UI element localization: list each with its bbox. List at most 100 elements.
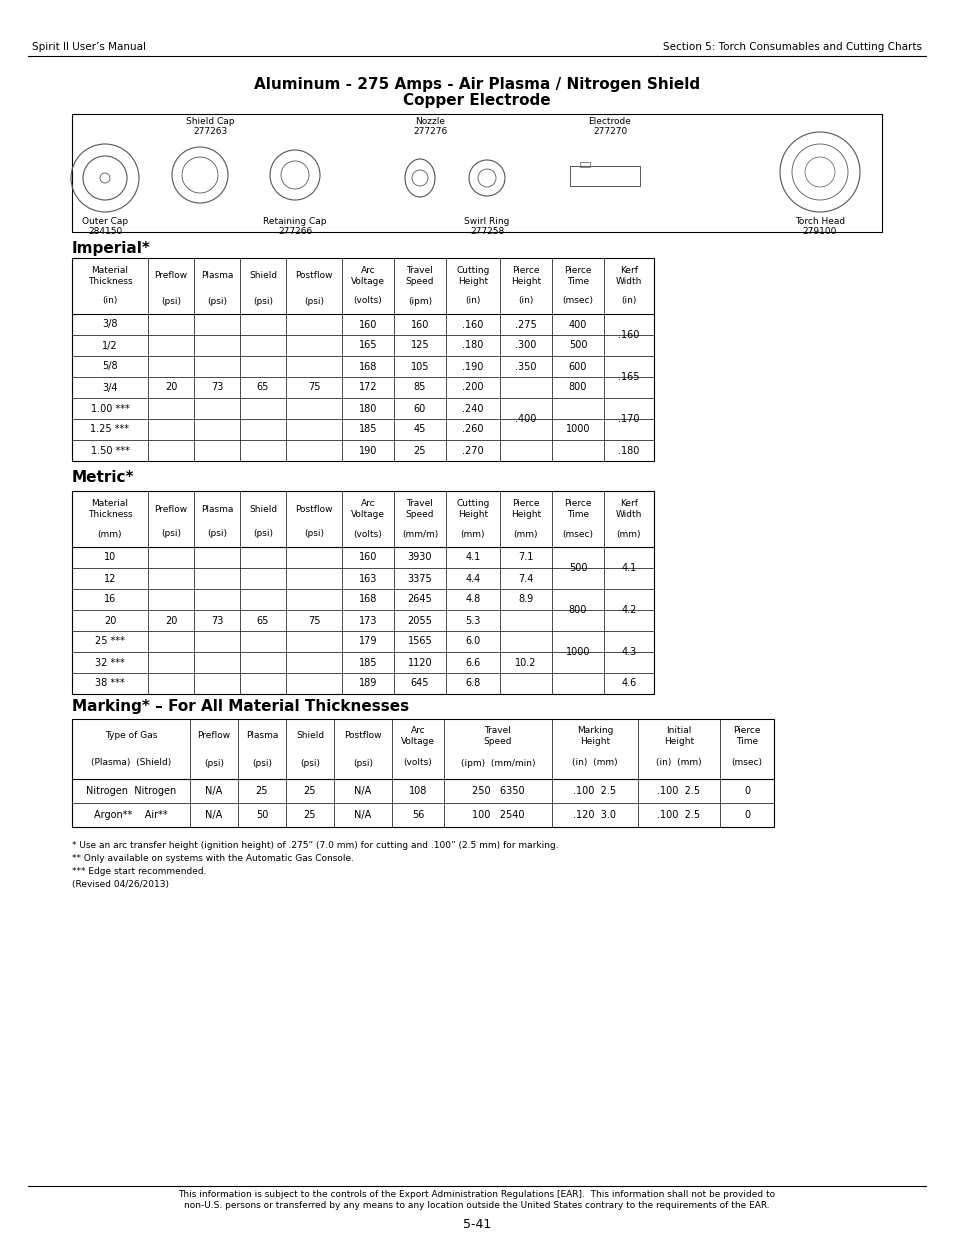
Text: .165: .165 [618, 372, 639, 382]
Text: (psi): (psi) [161, 530, 181, 538]
Text: Shield: Shield [249, 272, 276, 280]
Text: 277266: 277266 [277, 226, 312, 236]
Text: Arc
Voltage: Arc Voltage [400, 726, 435, 746]
Text: Preflow: Preflow [197, 731, 231, 741]
Text: .240: .240 [462, 404, 483, 414]
Text: 25: 25 [303, 785, 315, 797]
Text: (msec): (msec) [562, 530, 593, 538]
Text: 16: 16 [104, 594, 116, 604]
Text: 20: 20 [165, 383, 177, 393]
Text: Pierce
Time: Pierce Time [733, 726, 760, 746]
Text: .120  3.0: .120 3.0 [573, 810, 616, 820]
Text: (psi): (psi) [252, 758, 272, 767]
Text: 56: 56 [412, 810, 424, 820]
Text: Electrode: Electrode [588, 117, 631, 126]
Text: 0: 0 [743, 810, 749, 820]
Text: 173: 173 [358, 615, 376, 625]
Bar [71, 719, 773, 827]
Text: Arc
Voltage: Arc Voltage [351, 499, 385, 519]
Text: Preflow: Preflow [154, 505, 188, 514]
Text: .100  2.5: .100 2.5 [657, 810, 700, 820]
Text: 800: 800 [568, 383, 587, 393]
Text: 400: 400 [568, 320, 587, 330]
Text: .100  2.5: .100 2.5 [657, 785, 700, 797]
Text: (volts): (volts) [403, 758, 432, 767]
Text: 10.2: 10.2 [515, 657, 537, 667]
Text: 65: 65 [256, 383, 269, 393]
Text: 163: 163 [358, 573, 376, 583]
Text: 60: 60 [414, 404, 426, 414]
Text: * Use an arc transfer height (ignition height) of .275” (7.0 mm) for cutting and: * Use an arc transfer height (ignition h… [71, 841, 558, 850]
Text: Shield Cap: Shield Cap [186, 117, 234, 126]
Text: 279100: 279100 [802, 226, 837, 236]
Text: 10: 10 [104, 552, 116, 562]
Text: 168: 168 [358, 594, 376, 604]
Text: .180: .180 [462, 341, 483, 351]
Text: 20: 20 [165, 615, 177, 625]
Text: Kerf
Width: Kerf Width [616, 499, 641, 519]
Text: (in)  (mm): (in) (mm) [656, 758, 701, 767]
Text: .300: .300 [515, 341, 537, 351]
Text: .180: .180 [618, 446, 639, 456]
Text: 1.50 ***: 1.50 *** [91, 446, 130, 456]
Text: .400: .400 [515, 414, 537, 424]
Text: N/A: N/A [205, 810, 222, 820]
Text: 45: 45 [414, 425, 426, 435]
Text: Pierce
Time: Pierce Time [563, 267, 591, 285]
Text: Shield: Shield [295, 731, 324, 741]
Text: 277276: 277276 [413, 126, 447, 136]
Text: Retaining Cap: Retaining Cap [263, 217, 327, 226]
Text: Nitrogen  Nitrogen: Nitrogen Nitrogen [86, 785, 176, 797]
Text: 3/4: 3/4 [102, 383, 117, 393]
Text: (msec): (msec) [731, 758, 761, 767]
Text: (psi): (psi) [353, 758, 373, 767]
Text: 3/8: 3/8 [102, 320, 117, 330]
Text: .170: .170 [618, 414, 639, 424]
Text: 5.3: 5.3 [465, 615, 480, 625]
Text: 1000: 1000 [565, 647, 590, 657]
Text: (psi): (psi) [207, 530, 227, 538]
Text: 180: 180 [358, 404, 376, 414]
Text: 3930: 3930 [407, 552, 432, 562]
Text: 5/8: 5/8 [102, 362, 117, 372]
Text: N/A: N/A [354, 810, 372, 820]
Text: 1000: 1000 [565, 425, 590, 435]
Text: (psi): (psi) [253, 296, 273, 305]
Text: 277258: 277258 [470, 226, 503, 236]
Text: Copper Electrode: Copper Electrode [403, 93, 550, 107]
Text: .275: .275 [515, 320, 537, 330]
Text: Kerf
Width: Kerf Width [616, 267, 641, 285]
Text: This information is subject to the controls of the Export Administration Regulat: This information is subject to the contr… [178, 1191, 775, 1210]
Text: (in): (in) [517, 296, 533, 305]
Text: 250   6350: 250 6350 [471, 785, 524, 797]
Text: Postflow: Postflow [344, 731, 381, 741]
Text: (mm/m): (mm/m) [401, 530, 437, 538]
Text: 32 ***: 32 *** [95, 657, 125, 667]
Text: (mm): (mm) [460, 530, 485, 538]
Text: 108: 108 [409, 785, 427, 797]
Text: 4.4: 4.4 [465, 573, 480, 583]
Bar [71, 258, 654, 461]
Text: 645: 645 [411, 678, 429, 688]
Text: 65: 65 [256, 615, 269, 625]
Text: 800: 800 [568, 605, 587, 615]
Text: Type of Gas: Type of Gas [105, 731, 157, 741]
Text: Plasma: Plasma [200, 272, 233, 280]
Text: 25 ***: 25 *** [95, 636, 125, 646]
Text: (mm): (mm) [616, 530, 640, 538]
Text: Travel
Speed: Travel Speed [405, 499, 434, 519]
Text: 73: 73 [211, 383, 223, 393]
Text: 75: 75 [308, 615, 320, 625]
Text: 5-41: 5-41 [462, 1218, 491, 1230]
Text: 6.8: 6.8 [465, 678, 480, 688]
Text: 0: 0 [743, 785, 749, 797]
Text: Nozzle: Nozzle [415, 117, 444, 126]
Text: 105: 105 [411, 362, 429, 372]
Text: Torch Head: Torch Head [794, 217, 844, 226]
Text: 85: 85 [414, 383, 426, 393]
Text: 277263: 277263 [193, 126, 227, 136]
Text: 160: 160 [411, 320, 429, 330]
Text: 4.3: 4.3 [620, 647, 636, 657]
Text: 1/2: 1/2 [102, 341, 117, 351]
Text: (in)  (mm): (in) (mm) [572, 758, 618, 767]
